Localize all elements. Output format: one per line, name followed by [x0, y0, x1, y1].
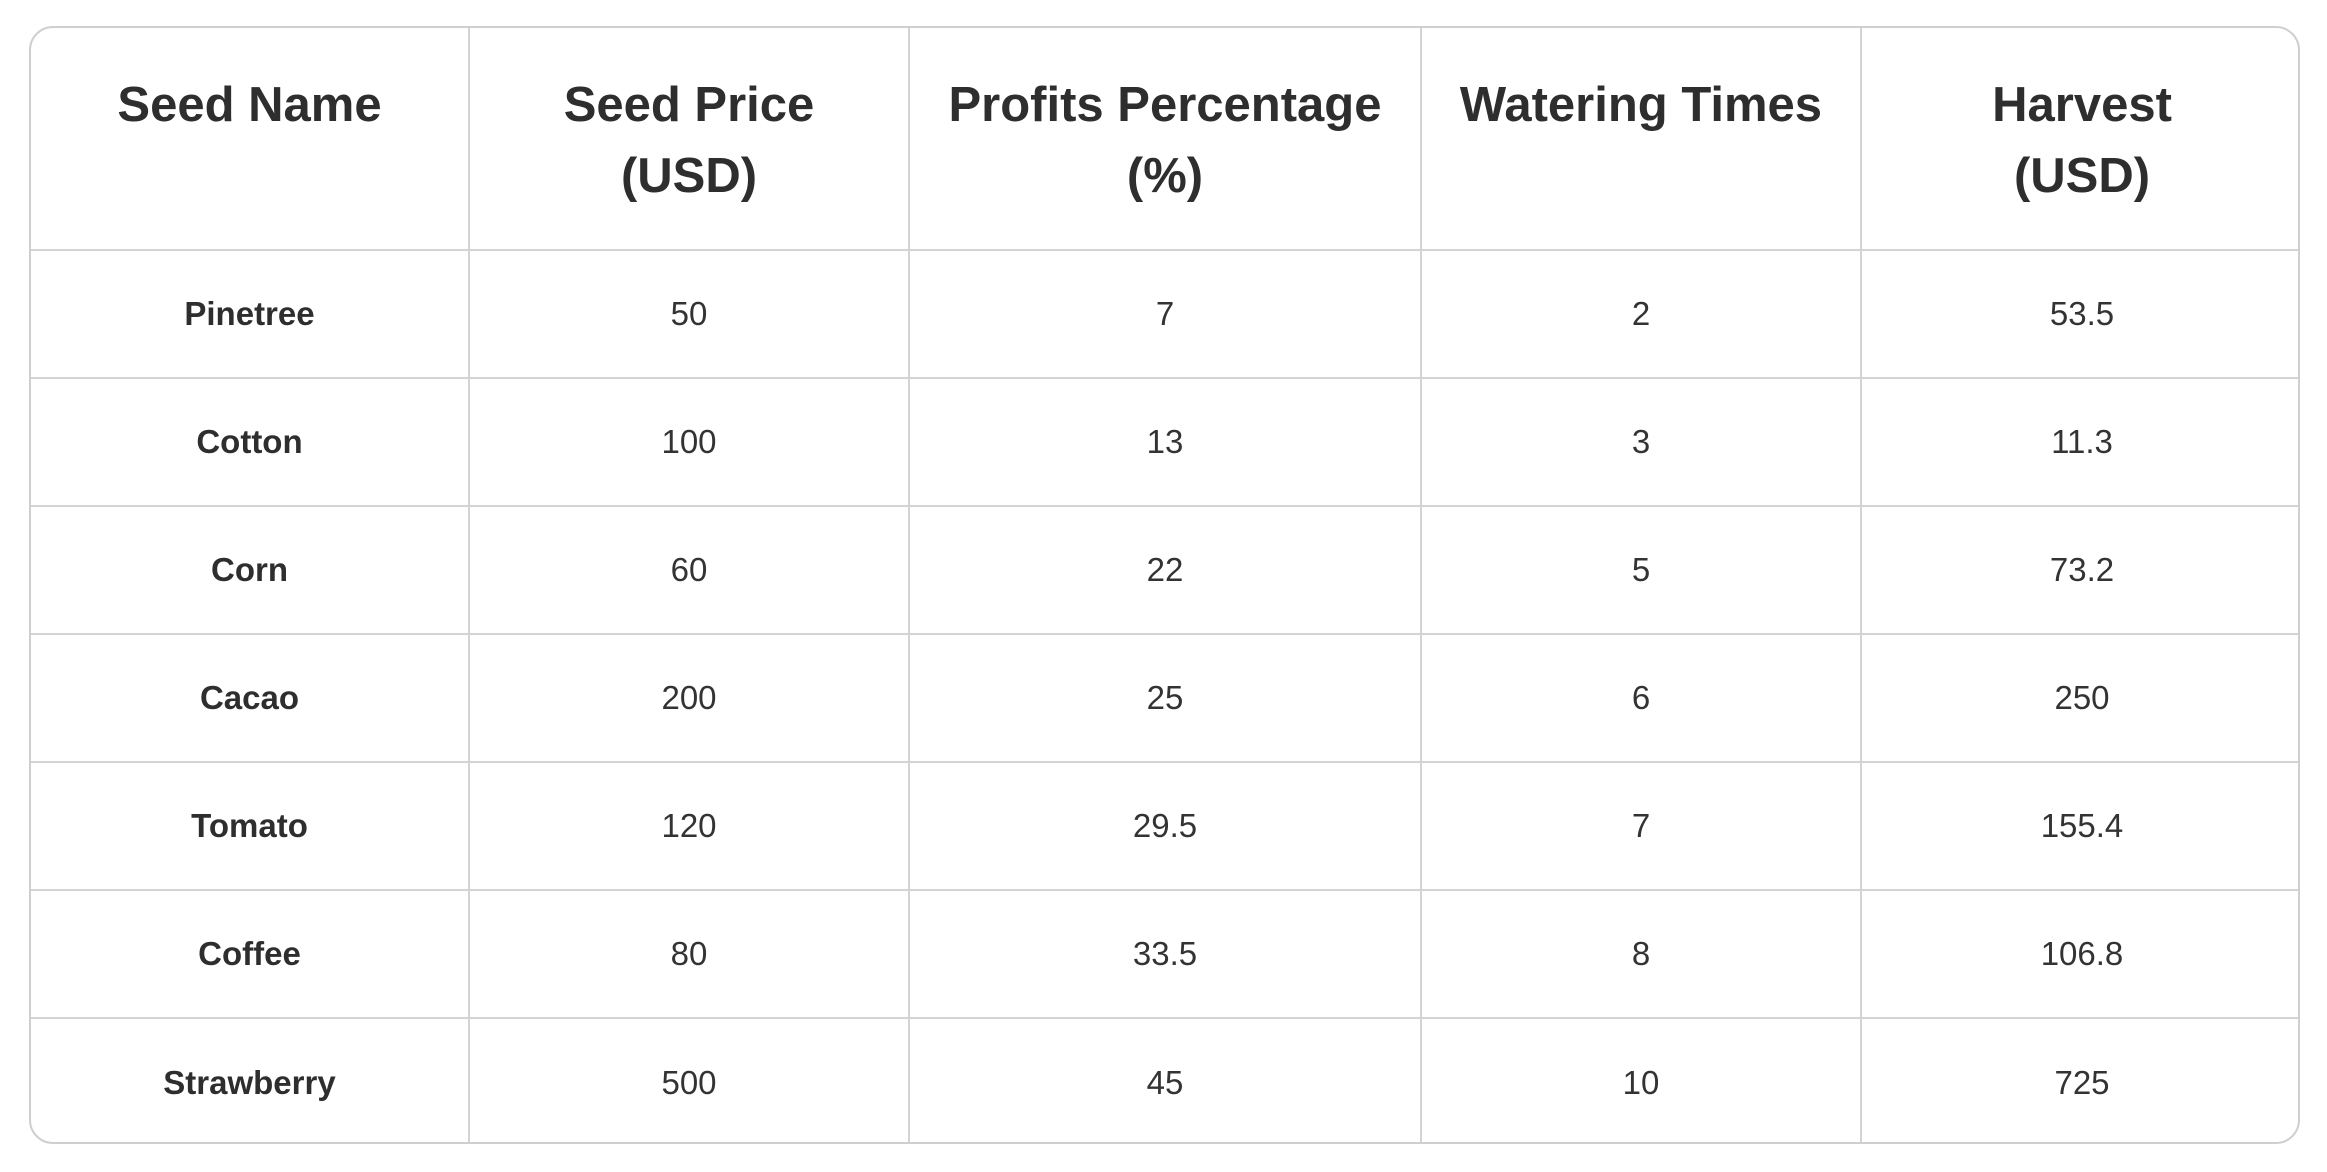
cell-harvest: 11.3 [1860, 377, 2298, 507]
table-row: Corn 60 22 5 73.2 [31, 505, 2298, 635]
cell-harvest: 250 [1860, 633, 2298, 763]
cell-harvest: 106.8 [1860, 889, 2298, 1019]
cell-seed-name: Pinetree [31, 249, 470, 379]
cell-watering-times: 8 [1420, 889, 1862, 1019]
cell-seed-price: 100 [468, 377, 910, 507]
table-header-row: Seed Name Seed Price (USD) Profits Perce… [31, 28, 2298, 251]
table-row: Pinetree 50 7 2 53.5 [31, 249, 2298, 379]
table-row: Strawberry 500 45 10 725 [31, 1017, 2298, 1142]
cell-watering-times: 10 [1420, 1017, 1862, 1142]
header-label: Harvest [1992, 78, 2172, 132]
cell-seed-name: Corn [31, 505, 470, 635]
table-row: Cotton 100 13 3 11.3 [31, 377, 2298, 507]
cell-profits-percentage: 25 [908, 633, 1422, 763]
cell-seed-name: Tomato [31, 761, 470, 891]
cell-seed-name: Coffee [31, 889, 470, 1019]
header-watering-times: Watering Times [1420, 28, 1862, 251]
cell-harvest: 73.2 [1860, 505, 2298, 635]
cell-profits-percentage: 13 [908, 377, 1422, 507]
cell-profits-percentage: 22 [908, 505, 1422, 635]
header-label-unit: (USD) [620, 149, 758, 203]
cell-seed-price: 60 [468, 505, 910, 635]
cell-seed-name: Cacao [31, 633, 470, 763]
header-seed-name: Seed Name [31, 28, 470, 251]
cell-seed-price: 200 [468, 633, 910, 763]
header-profits-percentage: Profits Percentage (%) [908, 28, 1422, 251]
cell-seed-name: Strawberry [31, 1017, 470, 1142]
cell-harvest: 53.5 [1860, 249, 2298, 379]
cell-seed-price: 500 [468, 1017, 910, 1142]
cell-watering-times: 3 [1420, 377, 1862, 507]
cell-watering-times: 7 [1420, 761, 1862, 891]
header-label: Watering Times [1459, 78, 1823, 132]
table-row: Coffee 80 33.5 8 106.8 [31, 889, 2298, 1019]
header-harvest: Harvest (USD) [1860, 28, 2298, 251]
header-label: Profits Percentage [948, 78, 1382, 132]
header-label-unit: (USD) [2013, 149, 2151, 203]
cell-profits-percentage: 29.5 [908, 761, 1422, 891]
header-label-unit: (%) [1126, 149, 1204, 203]
table-row: Tomato 120 29.5 7 155.4 [31, 761, 2298, 891]
header-label: Seed Price [563, 78, 815, 132]
cell-watering-times: 2 [1420, 249, 1862, 379]
cell-profits-percentage: 7 [908, 249, 1422, 379]
seed-table-container: Seed Name Seed Price (USD) Profits Perce… [29, 26, 2300, 1144]
table-row: Cacao 200 25 6 250 [31, 633, 2298, 763]
cell-profits-percentage: 45 [908, 1017, 1422, 1142]
cell-harvest: 725 [1860, 1017, 2298, 1142]
cell-profits-percentage: 33.5 [908, 889, 1422, 1019]
cell-seed-price: 80 [468, 889, 910, 1019]
cell-seed-name: Cotton [31, 377, 470, 507]
cell-harvest: 155.4 [1860, 761, 2298, 891]
header-label: Seed Name [117, 78, 382, 132]
cell-seed-price: 120 [468, 761, 910, 891]
seed-table: Seed Name Seed Price (USD) Profits Perce… [31, 28, 2298, 1142]
header-seed-price: Seed Price (USD) [468, 28, 910, 251]
cell-watering-times: 5 [1420, 505, 1862, 635]
cell-seed-price: 50 [468, 249, 910, 379]
cell-watering-times: 6 [1420, 633, 1862, 763]
